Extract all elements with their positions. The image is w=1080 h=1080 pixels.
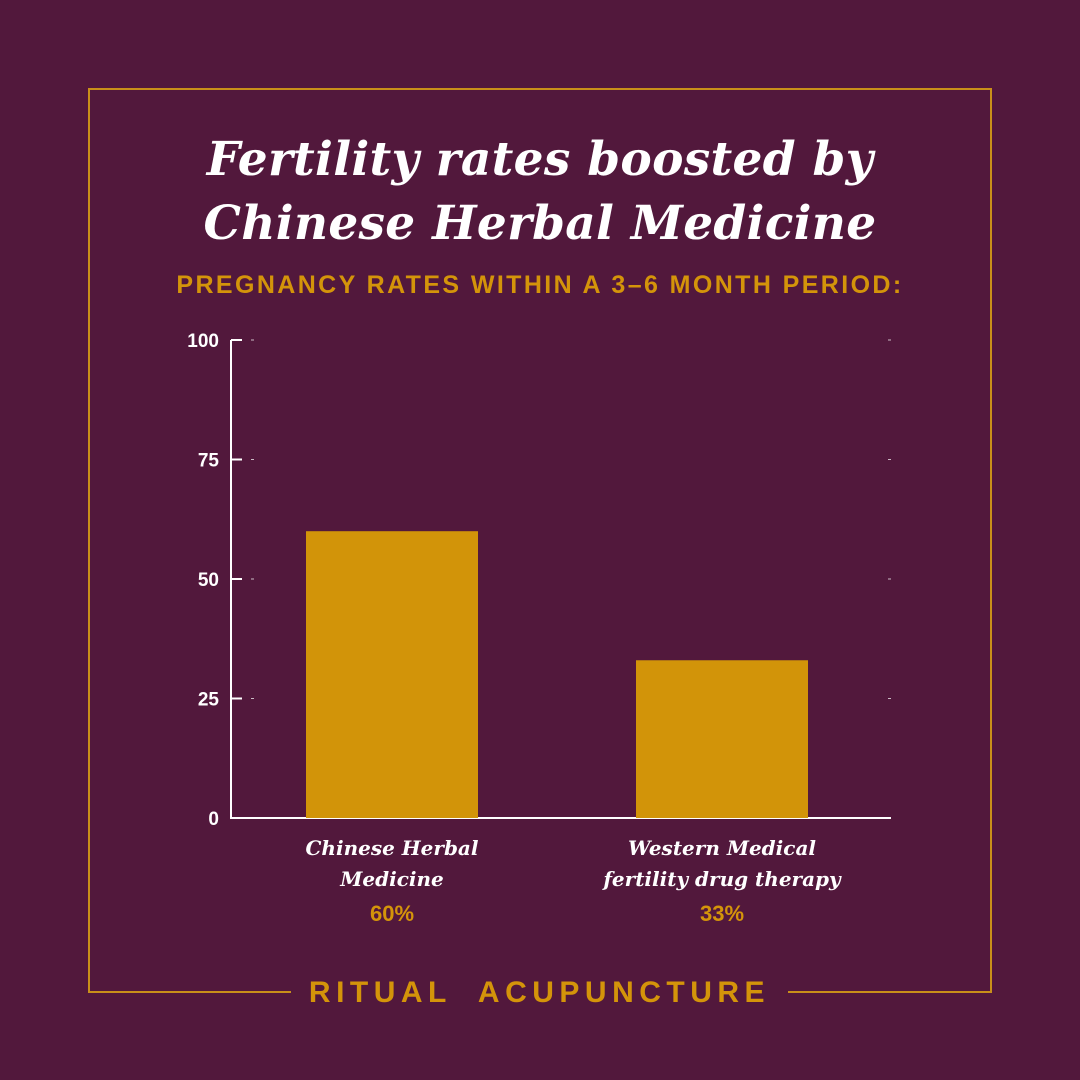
title-line-2: Chinese Herbal Medicine [203, 196, 877, 251]
category-label: Western Medical [628, 836, 816, 860]
category-label: fertility drug therapy [601, 867, 842, 891]
decorative-frame [88, 88, 992, 993]
y-tick-label: 100 [187, 331, 219, 352]
chart-subtitle: PREGNANCY RATES WITHIN A 3–6 MONTH PERIO… [176, 271, 904, 299]
y-tick-label: 50 [198, 570, 219, 591]
bar [306, 531, 478, 818]
category-label: Chinese Herbal [306, 836, 479, 860]
brand-footer: RITUAL ACUPUNCTURE [308, 976, 771, 1009]
value-label: 33% [700, 901, 744, 926]
category-label: Medicine [339, 867, 444, 891]
y-tick-label: 75 [198, 451, 220, 472]
y-tick-label: 25 [198, 690, 220, 711]
value-label: 60% [370, 901, 414, 926]
y-tick-label: 0 [208, 809, 219, 830]
page-title: Fertility rates boosted by Chinese Herba… [0, 128, 1080, 256]
bar [636, 660, 808, 818]
frame-bottom-right-line [788, 991, 992, 993]
title-line-1: Fertility rates boosted by [206, 132, 874, 187]
frame-bottom-left-line [88, 991, 291, 993]
